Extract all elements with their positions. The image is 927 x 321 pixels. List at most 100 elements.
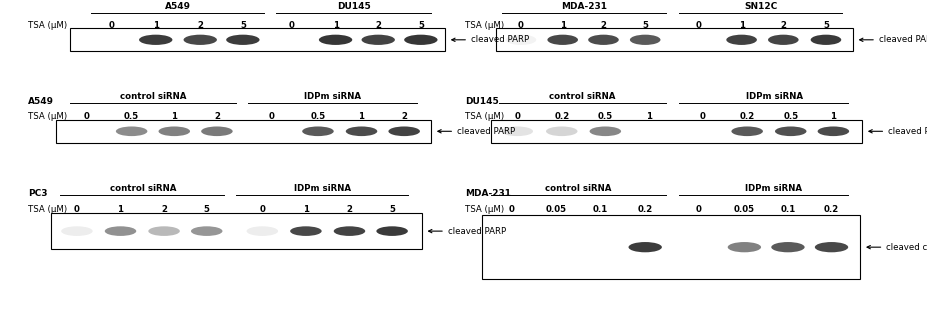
Text: 2: 2 — [347, 205, 352, 214]
Text: 1: 1 — [646, 112, 652, 121]
Text: cleaved PARP: cleaved PARP — [448, 227, 506, 236]
Ellipse shape — [184, 35, 217, 45]
Text: 0: 0 — [509, 205, 514, 214]
Text: 5: 5 — [389, 205, 395, 214]
Ellipse shape — [247, 226, 278, 236]
Ellipse shape — [139, 35, 172, 45]
Text: MDA-231: MDA-231 — [465, 189, 512, 198]
Text: 0.5: 0.5 — [311, 112, 325, 121]
Ellipse shape — [201, 126, 233, 136]
Bar — [491, 120, 862, 143]
Ellipse shape — [629, 242, 662, 252]
Text: 0.2: 0.2 — [554, 112, 569, 121]
Text: IDPm siRNA: IDPm siRNA — [304, 92, 362, 101]
Ellipse shape — [302, 126, 334, 136]
Text: 0: 0 — [700, 112, 705, 121]
Text: 2: 2 — [401, 112, 407, 121]
Bar — [70, 28, 445, 51]
Text: control siRNA: control siRNA — [549, 92, 616, 101]
Text: 2: 2 — [601, 21, 606, 30]
Text: IDPm siRNA: IDPm siRNA — [746, 92, 804, 101]
Text: 0: 0 — [74, 205, 80, 214]
Text: A549: A549 — [28, 97, 54, 106]
Bar — [56, 120, 431, 143]
Text: 0.1: 0.1 — [593, 205, 608, 214]
Ellipse shape — [775, 126, 806, 136]
Text: DU145: DU145 — [337, 2, 371, 11]
Text: A549: A549 — [165, 2, 191, 11]
Text: 2: 2 — [197, 21, 203, 30]
Text: cleaved capase-3: cleaved capase-3 — [886, 243, 927, 252]
Text: 1: 1 — [739, 21, 744, 30]
Text: 0.2: 0.2 — [740, 112, 755, 121]
Ellipse shape — [547, 35, 578, 45]
Text: 5: 5 — [642, 21, 648, 30]
Text: control siRNA: control siRNA — [120, 92, 186, 101]
Text: 0: 0 — [83, 112, 89, 121]
Ellipse shape — [588, 35, 618, 45]
Text: 0.5: 0.5 — [124, 112, 139, 121]
Text: 0.5: 0.5 — [598, 112, 613, 121]
Text: TSA (μM): TSA (μM) — [28, 21, 67, 30]
Ellipse shape — [731, 126, 763, 136]
Text: 2: 2 — [214, 112, 220, 121]
Text: control siRNA: control siRNA — [545, 184, 612, 193]
Text: cleaved PARP: cleaved PARP — [888, 127, 927, 136]
Ellipse shape — [226, 35, 260, 45]
Ellipse shape — [771, 242, 805, 252]
Text: 1: 1 — [153, 21, 159, 30]
Text: TSA (μM): TSA (μM) — [465, 205, 504, 214]
Ellipse shape — [590, 126, 621, 136]
Ellipse shape — [61, 226, 93, 236]
Text: 0: 0 — [289, 21, 295, 30]
Ellipse shape — [148, 226, 180, 236]
Ellipse shape — [319, 35, 352, 45]
Ellipse shape — [815, 242, 848, 252]
Text: 0.1: 0.1 — [781, 205, 795, 214]
Text: 0: 0 — [696, 205, 702, 214]
Ellipse shape — [388, 126, 420, 136]
Ellipse shape — [810, 35, 841, 45]
Text: cleaved PARP: cleaved PARP — [457, 127, 515, 136]
Text: TSA (μM): TSA (μM) — [28, 112, 67, 121]
Ellipse shape — [728, 242, 761, 252]
Text: 0.2: 0.2 — [824, 205, 839, 214]
Ellipse shape — [334, 226, 365, 236]
Ellipse shape — [191, 226, 222, 236]
Text: 5: 5 — [823, 21, 829, 30]
Text: 0: 0 — [269, 112, 274, 121]
Ellipse shape — [346, 126, 377, 136]
Text: 5: 5 — [240, 21, 246, 30]
Text: 0.05: 0.05 — [734, 205, 755, 214]
Text: 5: 5 — [204, 205, 210, 214]
Text: TSA (μM): TSA (μM) — [465, 21, 504, 30]
Ellipse shape — [376, 226, 408, 236]
Ellipse shape — [502, 126, 533, 136]
Ellipse shape — [159, 126, 190, 136]
Text: 0: 0 — [696, 21, 702, 30]
Text: 0: 0 — [260, 205, 265, 214]
Text: TSA (μM): TSA (μM) — [28, 205, 67, 214]
Ellipse shape — [404, 35, 438, 45]
Bar — [51, 213, 422, 249]
Text: 0: 0 — [518, 21, 524, 30]
Text: 1: 1 — [118, 205, 123, 214]
Text: cleaved PARP: cleaved PARP — [879, 35, 927, 44]
Text: 1: 1 — [171, 112, 177, 121]
Text: 0.5: 0.5 — [783, 112, 798, 121]
Text: MDA-231: MDA-231 — [561, 2, 607, 11]
Text: 0: 0 — [108, 21, 114, 30]
Text: TSA (μM): TSA (μM) — [465, 112, 504, 121]
Text: 2: 2 — [161, 205, 167, 214]
Text: SN12C: SN12C — [744, 2, 778, 11]
Text: control siRNA: control siRNA — [109, 184, 176, 193]
Ellipse shape — [506, 35, 536, 45]
Text: PC3: PC3 — [28, 189, 47, 198]
Ellipse shape — [116, 126, 147, 136]
Text: 1: 1 — [303, 205, 309, 214]
Text: 5: 5 — [418, 21, 424, 30]
Text: 1: 1 — [560, 21, 565, 30]
Ellipse shape — [630, 35, 660, 45]
Ellipse shape — [546, 126, 578, 136]
Text: 0: 0 — [514, 112, 520, 121]
